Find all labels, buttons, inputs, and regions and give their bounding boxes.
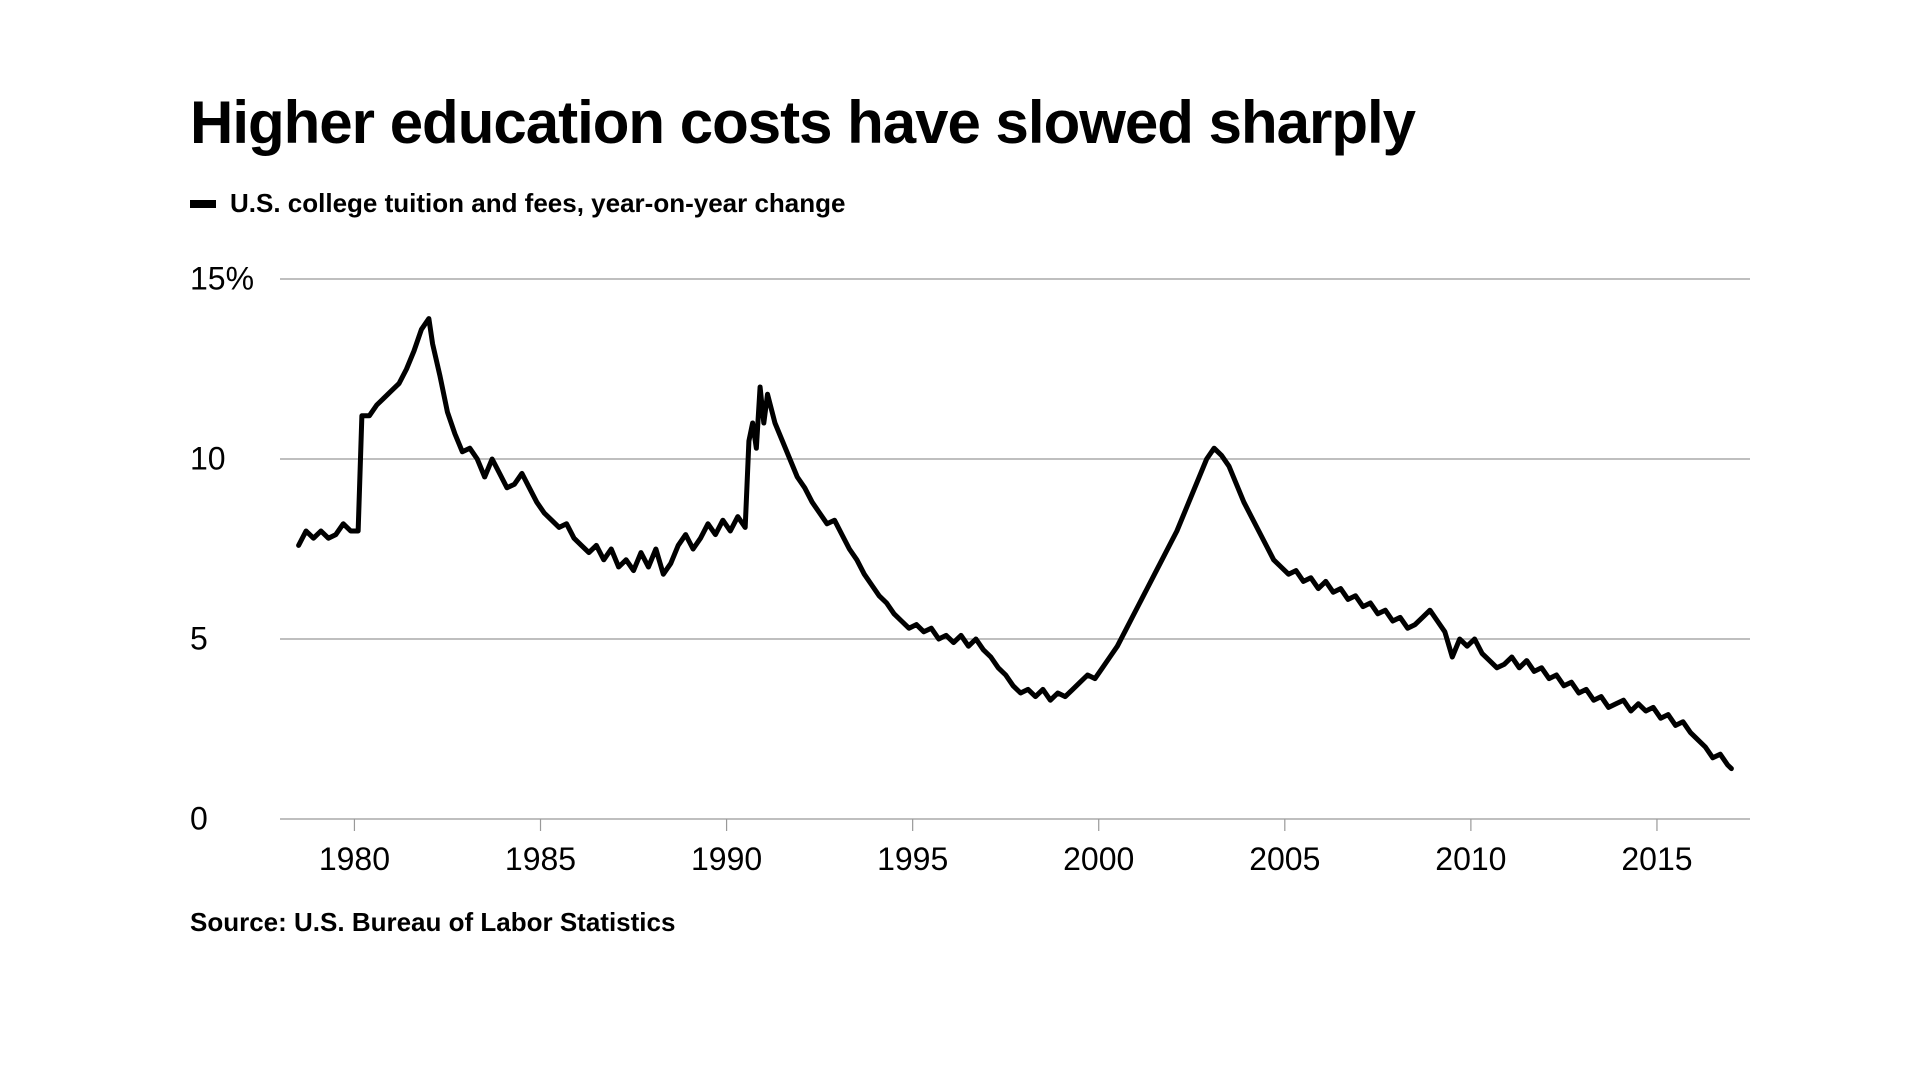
chart-area: 0 5 10 15% 1980 1985 1990 1995 2000 2005 2010 2015 [190,259,1750,879]
y-axis-label: 0 [190,801,208,838]
legend-label: U.S. college tuition and fees, year-on-y… [230,188,846,219]
x-axis-label: 1990 [691,841,762,878]
y-axis-label: 5 [190,621,208,658]
y-axis-label: 15% [190,261,254,298]
x-axis-label: 2015 [1621,841,1692,878]
x-axis-label: 2005 [1249,841,1320,878]
x-axis-label: 1985 [505,841,576,878]
source-attribution: Source: U.S. Bureau of Labor Statistics [190,907,1750,938]
x-axis-label: 2010 [1435,841,1506,878]
y-axis-label: 10 [190,441,226,478]
line-chart-svg [190,259,1750,879]
chart-title: Higher education costs have slowed sharp… [190,90,1750,156]
x-axis-label: 2000 [1063,841,1134,878]
legend: U.S. college tuition and fees, year-on-y… [190,188,1750,219]
x-axis-label: 1980 [319,841,390,878]
legend-swatch [190,200,216,208]
x-axis-label: 1995 [877,841,948,878]
